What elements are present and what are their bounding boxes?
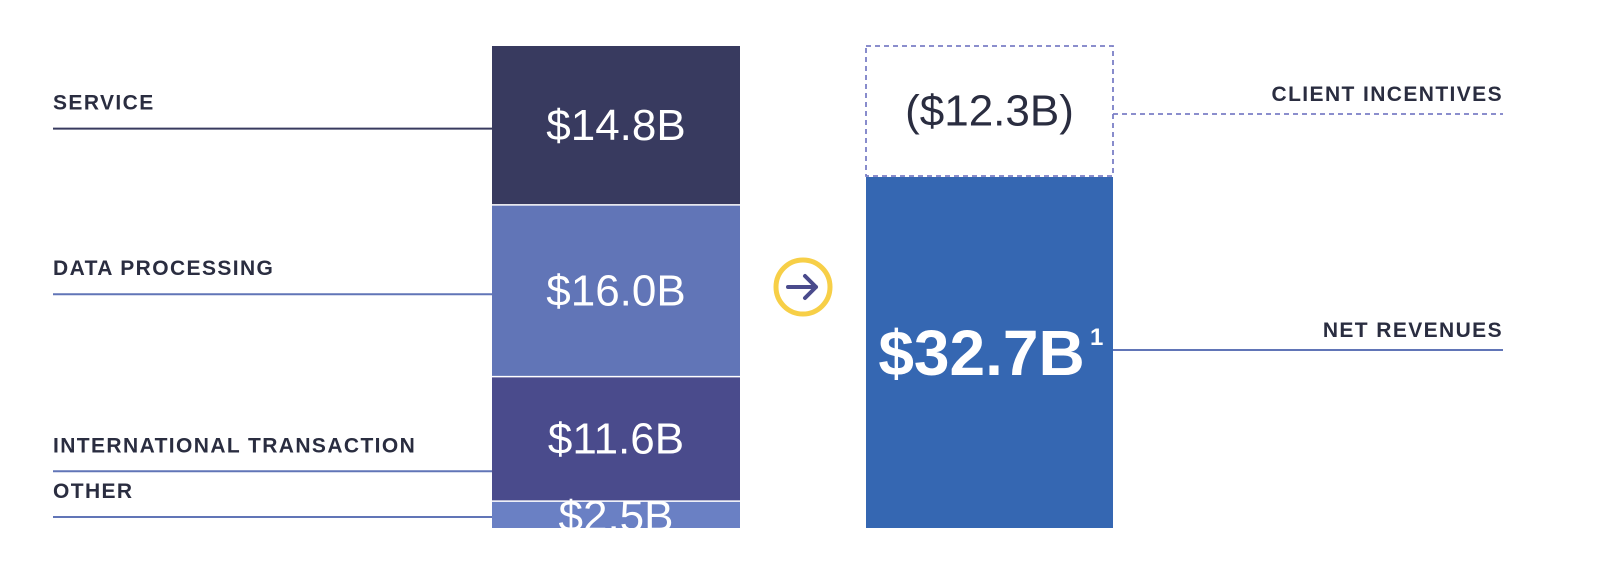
bar-segment-client-incentives <box>865 45 1114 177</box>
gross-revenue-labels: SERVICE DATA PROCESSING INTERNATIONAL TRAN… <box>53 92 492 518</box>
bar-segment-data-processing <box>492 204 740 377</box>
bar-value-label-service: $14.8B <box>546 101 685 150</box>
gross-revenue-bar: $14.8B $16.0B $11.6B $2.5B <box>492 46 740 541</box>
bar-segment-net-revenues <box>866 177 1113 528</box>
bar-segment-international-transaction <box>492 376 740 502</box>
bar-segment-other <box>492 501 740 528</box>
bar-value-label-other: $2.5B <box>559 492 674 541</box>
arrow-right-circle-icon <box>773 257 833 317</box>
footnote-marker: 1 <box>1090 324 1103 351</box>
category-label-service: SERVICE <box>53 92 155 115</box>
category-label-client-incentives: CLIENT INCENTIVES <box>1272 83 1503 106</box>
bar-value-label-data-processing: $16.0B <box>546 266 685 315</box>
bar-value-label-net-revenues: $32.7B <box>878 317 1084 389</box>
net-revenue-bar: ($12.3B) $32.7B 1 <box>865 45 1114 528</box>
bar-value-label-international-transaction: $11.6B <box>548 414 684 463</box>
arrow-glyph <box>786 274 818 300</box>
net-revenue-labels: CLIENT INCENTIVES NET REVENUES <box>1113 83 1503 351</box>
category-label-net-revenues: NET REVENUES <box>1323 319 1503 342</box>
category-label-data-processing: DATA PROCESSING <box>53 257 274 280</box>
bar-segment-service <box>492 46 740 205</box>
category-label-other: OTHER <box>53 480 134 503</box>
bar-value-label-client-incentives: ($12.3B) <box>905 87 1074 136</box>
category-label-international-transaction: INTERNATIONAL TRANSACTION <box>53 434 416 457</box>
